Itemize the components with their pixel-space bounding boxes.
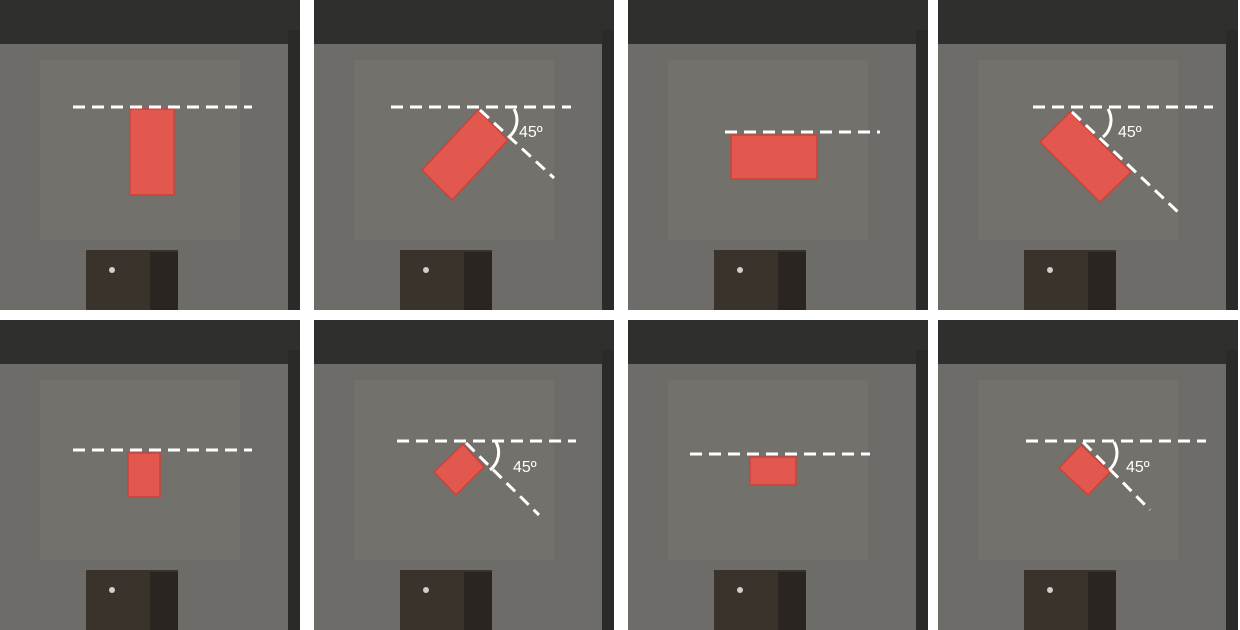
photo-panel-row1-col2: 45º xyxy=(314,0,614,310)
angle-label: 45º xyxy=(513,459,537,476)
red-block xyxy=(1057,443,1112,497)
red-block xyxy=(749,456,797,486)
red-block xyxy=(129,108,175,196)
angle-arc xyxy=(508,108,519,138)
red-block xyxy=(127,452,161,498)
angle-arc xyxy=(1101,108,1113,139)
photo-panel-row2-col3 xyxy=(628,320,928,630)
angle-line xyxy=(478,108,556,180)
photo-panel-row1-col4: 45º xyxy=(938,0,1238,310)
red-block xyxy=(730,134,818,180)
photo-panel-row1-col3 xyxy=(628,0,928,310)
red-block xyxy=(1038,110,1133,204)
angle-arc xyxy=(489,441,501,472)
photo-panel-row2-col2: 45º xyxy=(314,320,614,630)
angle-label: 45º xyxy=(1126,459,1150,476)
red-block xyxy=(420,108,510,202)
angle-label: 45º xyxy=(519,124,543,141)
angle-label: 45º xyxy=(1118,124,1142,141)
photo-panel-row1-col1 xyxy=(0,0,300,310)
photo-panel-row2-col4: 45º xyxy=(938,320,1238,630)
angle-line xyxy=(1070,110,1180,214)
red-block xyxy=(432,442,486,497)
angle-arc xyxy=(1107,441,1119,472)
photo-panel-row2-col1 xyxy=(0,320,300,630)
angle-line xyxy=(464,441,541,517)
angle-line xyxy=(1081,440,1152,512)
